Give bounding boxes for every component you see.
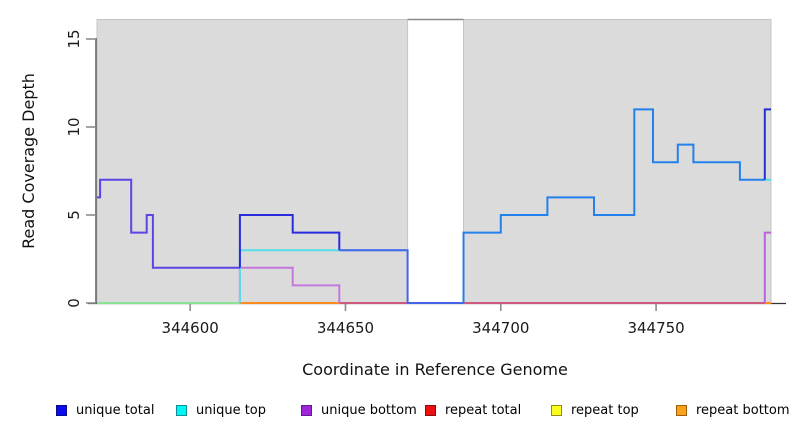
- y-axis-label: Read Coverage Depth: [19, 73, 38, 249]
- svg-text:0: 0: [65, 298, 83, 308]
- legend-item-label: unique bottom: [321, 402, 417, 418]
- unique-bottom-swatch-icon: [301, 404, 312, 416]
- legend: unique total unique top unique bottom re…: [0, 401, 792, 423]
- svg-text:344600: 344600: [162, 319, 219, 337]
- legend-item-label: unique total: [76, 402, 155, 418]
- svg-text:344650: 344650: [317, 319, 374, 337]
- repeat-top-swatch-icon: [551, 404, 562, 416]
- unique-top-swatch-icon: [176, 404, 187, 416]
- legend-item-repeat-total: repeat total: [425, 401, 521, 419]
- legend-item-unique-top: unique top: [176, 401, 266, 419]
- svg-text:344700: 344700: [472, 319, 529, 337]
- svg-text:344750: 344750: [627, 319, 684, 337]
- legend-item-unique-bottom: unique bottom: [301, 401, 417, 419]
- coverage-chart: 344600 344650 344700 344750 0 5 10 15: [65, 18, 786, 337]
- svg-text:10: 10: [65, 117, 83, 136]
- x-axis-label: Coordinate in Reference Genome: [302, 360, 568, 379]
- unique-total-swatch-icon: [56, 404, 67, 416]
- legend-item-repeat-top: repeat top: [551, 401, 639, 419]
- legend-item-label: repeat top: [571, 402, 639, 418]
- svg-text:15: 15: [65, 29, 83, 48]
- repeat-total-swatch-icon: [425, 404, 436, 416]
- legend-item-label: repeat total: [445, 402, 522, 418]
- legend-item-label: repeat bottom: [696, 402, 790, 418]
- legend-item-label: unique top: [196, 402, 267, 418]
- repeat-bottom-swatch-icon: [676, 404, 687, 416]
- svg-text:5: 5: [65, 210, 83, 220]
- legend-item-repeat-bottom: repeat bottom: [676, 401, 790, 419]
- legend-item-unique-total: unique total: [56, 401, 154, 419]
